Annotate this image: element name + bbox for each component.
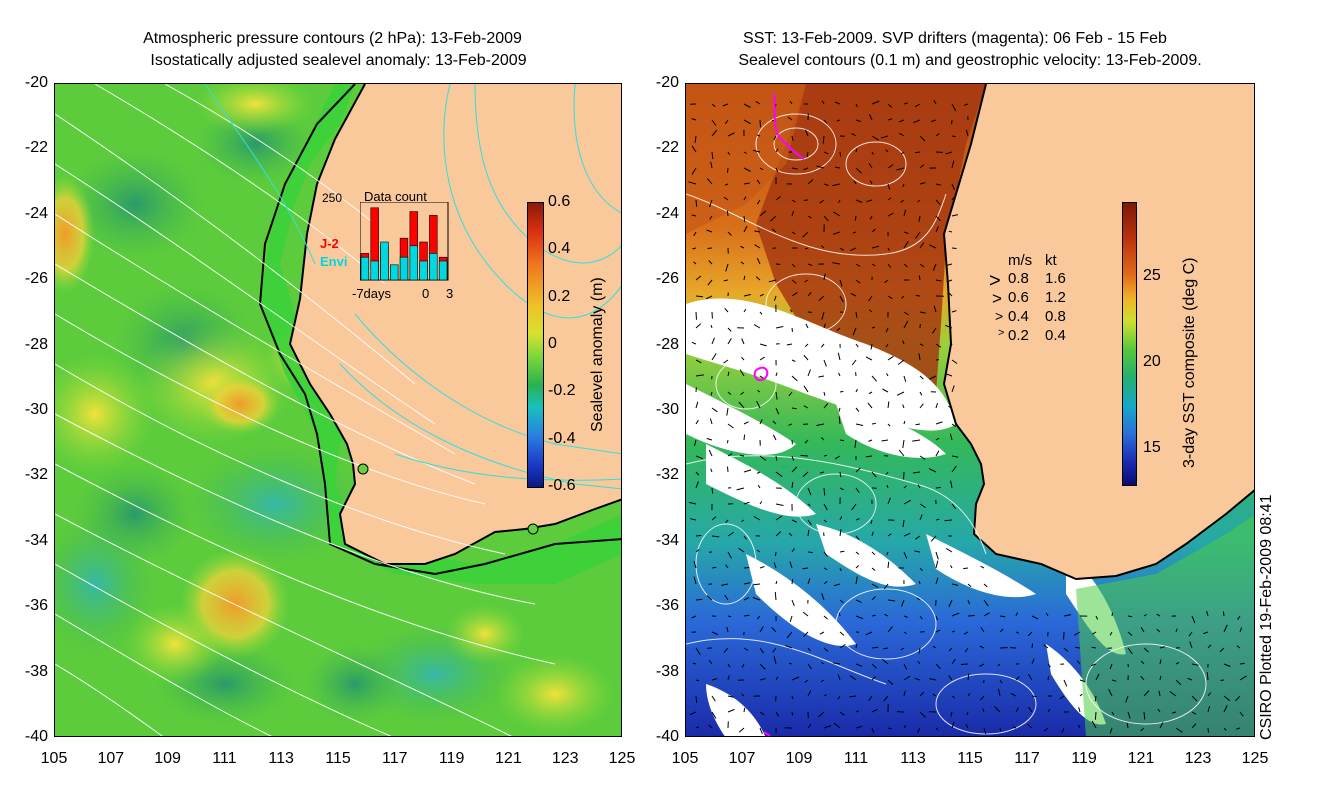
x-tick-label: 119 [1064, 750, 1104, 768]
inset-bar-series2 [381, 242, 389, 280]
y-tick-label: -38 [2, 663, 48, 681]
colorbar-tick-label: 0.2 [548, 288, 570, 306]
y-tick-label: -24 [633, 205, 679, 223]
x-tick-label: 111 [836, 750, 876, 768]
x-tick-label: 105 [665, 750, 705, 768]
right-title-line2: Sealevel contours (0.1 m) and geostrophi… [700, 52, 1240, 70]
x-tick-label: 115 [950, 750, 990, 768]
x-tick-label: 113 [893, 750, 933, 768]
inset-bar-series2 [429, 253, 437, 280]
inset-bar-series2 [390, 265, 398, 280]
inset-bar-series2 [371, 261, 379, 280]
y-tick-label: -32 [2, 466, 48, 484]
velocity-legend-arrow-icon: > [995, 308, 1003, 324]
velocity-legend-arrow-icon: > [998, 327, 1004, 339]
right-colorbar-label: 3-day SST composite (deg C) [1181, 258, 1199, 468]
x-tick-label: 123 [545, 750, 585, 768]
y-tick-label: -24 [2, 205, 48, 223]
x-tick-label: 125 [602, 750, 642, 768]
inset-x-right: 3 [446, 286, 453, 301]
inset-series1-label: J-2 [320, 236, 339, 251]
x-tick-label: 121 [1121, 750, 1161, 768]
left-colorbar-label: Sealevel anomaly (m) [589, 277, 607, 432]
y-tick-label: -40 [633, 728, 679, 746]
data-count-inset: 250 Data count J-2 Envi -7days 0 3 [318, 186, 458, 298]
y-tick-label: -28 [2, 336, 48, 354]
right-title-line1: SST: 13-Feb-2009. SVP drifters (magenta)… [705, 30, 1205, 48]
left-title-line2: Isostatically adjusted sealevel anomaly:… [116, 52, 561, 70]
y-tick-label: -34 [2, 532, 48, 550]
x-tick-label: 115 [318, 750, 358, 768]
inset-max-label: 250 [322, 191, 342, 205]
y-tick-label: -28 [633, 336, 679, 354]
x-tick-label: 121 [488, 750, 528, 768]
colorbar-tick-label: 25 [1143, 267, 1161, 285]
colorbar-tick-label: -0.2 [548, 382, 576, 400]
velocity-legend-kt: 1.6 [1045, 270, 1066, 287]
x-tick-label: 111 [204, 750, 244, 768]
x-tick-label: 109 [779, 750, 819, 768]
velocity-legend-kt: 0.4 [1045, 327, 1066, 344]
left-colorbar [527, 202, 544, 488]
velocity-legend-kt: 0.8 [1045, 308, 1066, 325]
x-tick-label: 105 [34, 750, 74, 768]
tide-gauge-marker [528, 524, 538, 534]
colorbar-tick-label: -0.6 [548, 477, 576, 495]
inset-series2-label: Envi [320, 254, 347, 269]
y-tick-label: -30 [633, 401, 679, 419]
colorbar-tick-label: 0.6 [548, 193, 570, 211]
plot-credit: CSIRO Plotted 19-Feb-2009 08:41 [1258, 495, 1276, 740]
x-tick-label: 119 [432, 750, 472, 768]
x-tick-label: 117 [375, 750, 415, 768]
x-tick-label: 109 [148, 750, 188, 768]
right-colorbar [1122, 202, 1137, 486]
colorbar-tick-label: -0.4 [548, 430, 576, 448]
velocity-legend-ms: 0.2 [1008, 327, 1029, 344]
y-tick-label: -26 [633, 270, 679, 288]
y-tick-label: -38 [633, 663, 679, 681]
x-tick-label: 117 [1007, 750, 1047, 768]
left-title-line1: Atmospheric pressure contours (2 hPa): 1… [110, 30, 555, 48]
y-tick-label: -36 [2, 597, 48, 615]
x-tick-label: 125 [1235, 750, 1275, 768]
velocity-legend-arrow-icon: > [992, 289, 1002, 309]
inset-bars [360, 202, 450, 282]
y-tick-label: -22 [2, 139, 48, 157]
colorbar-tick-label: 20 [1143, 353, 1161, 371]
y-tick-label: -34 [633, 532, 679, 550]
colorbar-tick-label: 0.4 [548, 240, 570, 258]
x-tick-label: 107 [722, 750, 762, 768]
inset-bar-series2 [410, 246, 418, 280]
x-tick-label: 123 [1178, 750, 1218, 768]
y-tick-label: -20 [633, 74, 679, 92]
y-tick-label: -36 [633, 597, 679, 615]
velocity-legend-ms: 0.6 [1008, 289, 1029, 306]
velocity-legend: m/s kt >0.8 1.6 >0.6 1.2 >0.4 0.8 >0.2 0.4 [985, 250, 1085, 350]
y-tick-label: -22 [633, 139, 679, 157]
colorbar-tick-label: 15 [1143, 439, 1161, 457]
y-tick-label: -26 [2, 270, 48, 288]
velocity-legend-ms: 0.8 [1008, 270, 1029, 287]
inset-bar-series2 [439, 261, 447, 280]
velocity-legend-kt: 1.2 [1045, 289, 1066, 306]
inset-bar-series2 [361, 257, 369, 280]
x-tick-label: 107 [91, 750, 131, 768]
inset-x-mid: 0 [422, 286, 429, 301]
velocity-legend-header-ms: m/s [1008, 252, 1032, 269]
y-tick-label: -30 [2, 401, 48, 419]
colorbar-tick-label: 0 [548, 335, 557, 353]
velocity-legend-ms: 0.4 [1008, 308, 1029, 325]
tide-gauge-marker [358, 464, 368, 474]
y-tick-label: -40 [2, 728, 48, 746]
velocity-legend-header-kt: kt [1045, 252, 1057, 269]
inset-bar-series2 [400, 257, 408, 280]
x-tick-label: 113 [261, 750, 301, 768]
right-sst-map [685, 83, 1255, 737]
inset-bar-series2 [420, 261, 428, 280]
y-tick-label: -32 [633, 466, 679, 484]
inset-x-left: -7days [352, 286, 391, 301]
y-tick-label: -20 [2, 74, 48, 92]
right-map-svg [686, 84, 1255, 737]
